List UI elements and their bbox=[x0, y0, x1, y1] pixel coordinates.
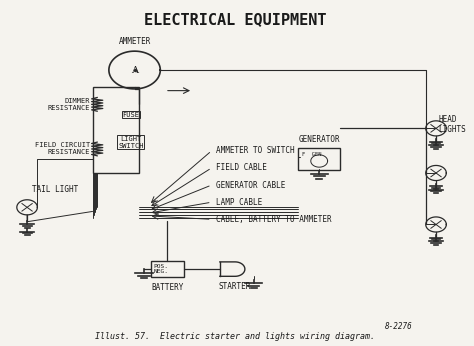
Text: GENERATOR: GENERATOR bbox=[298, 135, 340, 144]
Text: 8-2276: 8-2276 bbox=[385, 322, 412, 331]
Text: BATTERY: BATTERY bbox=[151, 283, 183, 292]
Text: A: A bbox=[131, 65, 138, 74]
Text: Illust. 57.  Electric starter and lights wiring diagram.: Illust. 57. Electric starter and lights … bbox=[95, 332, 375, 341]
Text: STARTER: STARTER bbox=[219, 282, 251, 291]
Text: AMMETER: AMMETER bbox=[118, 37, 151, 46]
Text: HEAD
LIGHTS: HEAD LIGHTS bbox=[438, 115, 466, 134]
Text: FUSE: FUSE bbox=[122, 112, 139, 118]
Text: AMMETER TO SWITCH: AMMETER TO SWITCH bbox=[216, 146, 295, 155]
Text: POS.: POS. bbox=[153, 264, 168, 269]
Text: NEG.: NEG. bbox=[153, 269, 168, 274]
Text: LAMP CABLE: LAMP CABLE bbox=[216, 198, 263, 207]
Text: FIELD CABLE: FIELD CABLE bbox=[216, 163, 267, 172]
Text: CABLE, BATTERY TO AMMETER: CABLE, BATTERY TO AMMETER bbox=[216, 215, 332, 224]
Text: ELECTRICAL EQUIPMENT: ELECTRICAL EQUIPMENT bbox=[144, 12, 326, 27]
Text: DIMMER
RESISTANCE: DIMMER RESISTANCE bbox=[48, 98, 90, 111]
Text: LIGHT
SWITCH: LIGHT SWITCH bbox=[118, 136, 144, 149]
Text: TAIL LIGHT: TAIL LIGHT bbox=[32, 185, 78, 194]
Text: GENERATOR CABLE: GENERATOR CABLE bbox=[216, 181, 286, 190]
Text: FIELD CIRCUIT
RESISTANCE: FIELD CIRCUIT RESISTANCE bbox=[35, 143, 90, 155]
Text: F  GEN: F GEN bbox=[302, 152, 321, 157]
